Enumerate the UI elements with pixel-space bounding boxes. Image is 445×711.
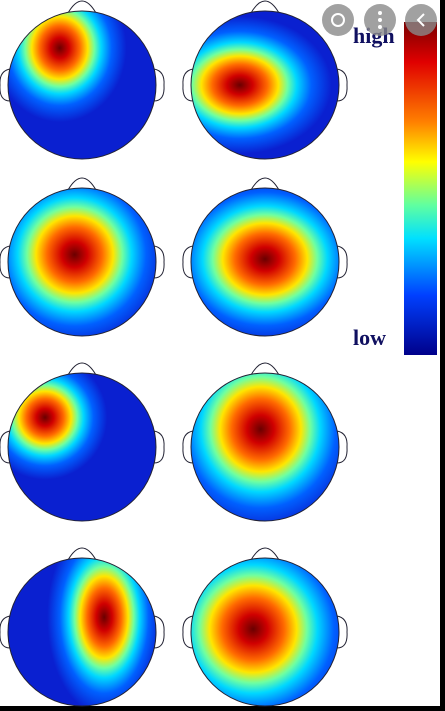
nose [67,177,97,191]
scalp [7,372,157,522]
right-ear [336,245,348,279]
scalp [7,10,157,160]
overlay-buttons [322,4,437,36]
scalp [190,187,340,337]
left-ear [0,430,11,464]
right-ear [153,615,165,649]
lens-icon [331,13,345,27]
head-map [0,177,165,337]
back-icon [416,13,425,27]
scalp [7,187,157,337]
nose [250,0,280,14]
left-ear [0,68,11,102]
scalp [7,557,157,707]
right-ear [153,245,165,279]
nose [67,547,97,561]
right-ear [153,68,165,102]
more-icon [378,11,382,29]
head-map [182,547,348,707]
nose [67,0,97,14]
scalp [190,372,340,522]
head-map [182,177,348,337]
head-map [182,0,348,160]
lens-button[interactable] [322,4,354,36]
left-ear [0,615,11,649]
right-ear [336,68,348,102]
head-map [182,362,348,522]
left-ear [182,245,194,279]
head-map [0,362,165,522]
scalp [190,557,340,707]
head-map [0,0,165,160]
left-ear [182,430,194,464]
right-ear [336,430,348,464]
back-button[interactable] [405,4,437,36]
nose [250,362,280,376]
right-ear [153,430,165,464]
nose [250,547,280,561]
head-map [0,547,165,707]
left-ear [182,615,194,649]
head-maps [0,0,348,707]
scalp [190,10,340,160]
right-ear [336,615,348,649]
nose [67,362,97,376]
left-ear [182,68,194,102]
left-ear [0,245,11,279]
colorbar [404,22,437,355]
colorbar-low-label: low [353,325,386,350]
nose [250,177,280,191]
